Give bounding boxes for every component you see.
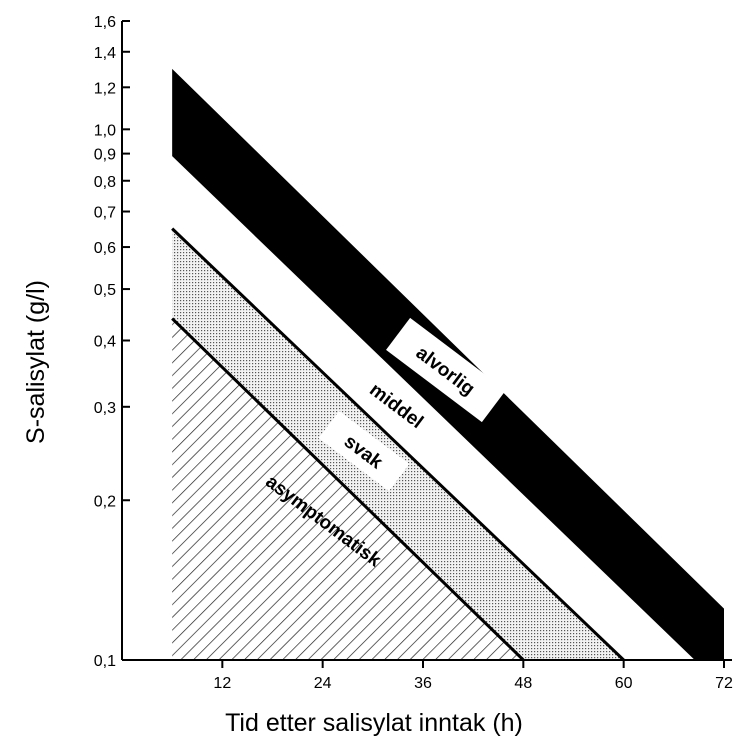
y-tick-label: 1,4 [94,45,116,62]
zone-label-background [386,317,506,423]
x-tick-label: 24 [314,675,332,692]
y-tick-label: 0,1 [94,653,116,670]
x-ticks: 12 24 36 48 60 72 [213,660,733,692]
x-tick-label: 72 [715,675,733,692]
y-tick-label: 0,9 [94,147,116,164]
x-tick-label: 12 [213,675,231,692]
x-tick-label: 48 [514,675,532,692]
y-tick-label: 1,0 [94,122,116,139]
y-tick-label: 0,5 [94,282,116,299]
y-tick-label: 0,8 [94,174,116,191]
y-axis-label: S-salisylat (g/l) [22,280,50,444]
y-tick-label: 1,2 [94,80,116,97]
x-tick-label: 36 [414,675,432,692]
x-axis-label: Tid etter salisylat inntak (h) [225,709,523,737]
zone-label-background [318,410,410,492]
y-tick-label: 0,2 [94,493,116,510]
boundary-layer [171,227,625,662]
x-tick-label: 60 [615,675,633,692]
y-tick-label: 0,4 [94,334,116,351]
boundary-line [171,227,625,662]
y-tick-label: 0,6 [94,240,116,257]
y-tick-label: 1,6 [94,14,116,31]
boundary-line [171,317,525,662]
y-tick-label: 0,7 [94,205,116,222]
y-tick-label: 0,3 [94,400,116,417]
y-ticks: 0,1 0,2 0,3 0,4 0,5 0,6 0,7 0,8 0,9 1,0 1,2 1,4 1,6 [94,14,130,670]
